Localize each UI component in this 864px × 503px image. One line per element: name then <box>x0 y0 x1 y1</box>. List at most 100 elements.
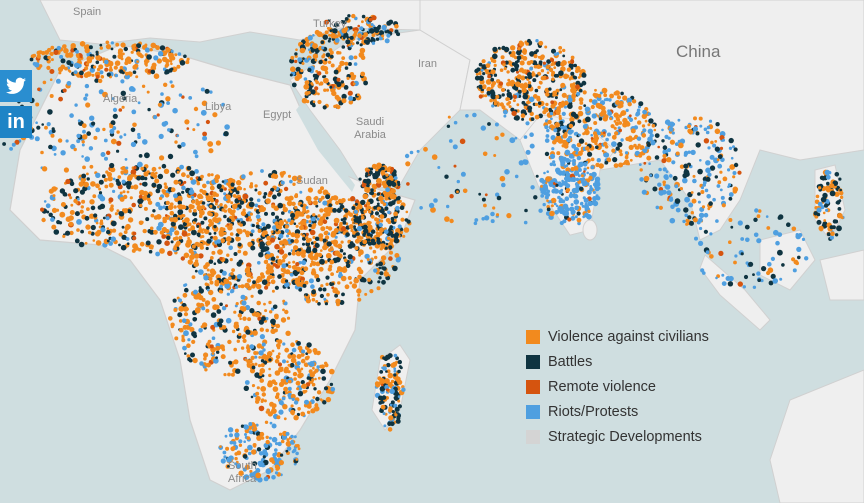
event-dot <box>384 191 389 197</box>
event-dot <box>578 97 584 103</box>
event-dot <box>291 354 297 359</box>
event-dot <box>557 138 564 144</box>
event-dot <box>760 279 764 283</box>
event-dot <box>493 73 498 77</box>
event-dot <box>274 448 278 452</box>
event-dot <box>184 217 190 224</box>
event-dot <box>289 219 295 224</box>
event-dot <box>140 166 145 171</box>
legend-item[interactable]: Remote violence <box>526 374 709 399</box>
event-dot <box>296 281 302 287</box>
event-dot <box>560 61 565 67</box>
event-dot <box>838 199 842 203</box>
event-dot <box>579 88 583 93</box>
event-dot <box>628 135 633 140</box>
event-dot <box>544 125 549 130</box>
event-dot <box>376 192 381 196</box>
event-dot <box>182 345 187 351</box>
event-dot <box>552 163 557 167</box>
event-dot <box>283 368 289 374</box>
event-dot <box>118 243 121 247</box>
event-dot <box>205 303 209 307</box>
event-dot <box>595 187 600 191</box>
event-dot <box>657 182 662 187</box>
event-dot <box>186 343 191 349</box>
event-dot <box>562 156 567 162</box>
event-dot <box>56 220 61 225</box>
event-dot <box>122 96 127 101</box>
legend-item[interactable]: Violence against civilians <box>526 324 709 349</box>
event-dot <box>173 205 177 209</box>
event-dot <box>93 213 98 218</box>
event-dot <box>41 51 46 56</box>
event-dot <box>324 70 329 75</box>
legend-item[interactable]: Battles <box>526 349 709 374</box>
event-dot <box>665 184 671 190</box>
event-dot <box>95 221 99 225</box>
event-dot <box>208 276 213 281</box>
event-dot <box>389 238 395 243</box>
event-dot <box>193 106 199 112</box>
event-dot <box>297 175 302 180</box>
event-dot <box>70 203 74 207</box>
event-dot <box>595 145 599 150</box>
event-dot <box>705 130 710 135</box>
event-dot <box>290 55 295 60</box>
linkedin-share-button[interactable]: in <box>0 106 32 138</box>
twitter-icon <box>6 77 26 94</box>
event-dot <box>320 368 326 375</box>
legend-item[interactable]: Strategic Developments <box>526 424 709 449</box>
event-dot <box>330 247 334 251</box>
event-dot <box>290 232 296 238</box>
event-dot <box>277 339 283 344</box>
event-dot <box>570 58 574 63</box>
event-dot <box>192 211 198 217</box>
event-dots <box>1 13 845 483</box>
event-dot <box>329 368 335 375</box>
event-dot <box>183 54 187 59</box>
event-dot <box>283 386 289 392</box>
event-dot <box>510 82 514 87</box>
event-dot <box>221 180 225 183</box>
event-dot <box>555 61 561 67</box>
event-dot <box>219 203 223 207</box>
event-dot <box>108 182 114 188</box>
event-dot <box>768 280 774 286</box>
event-dot <box>190 179 197 185</box>
event-dot <box>227 208 233 214</box>
event-dot <box>275 229 279 232</box>
event-dot <box>529 66 533 71</box>
event-dot <box>120 170 124 174</box>
event-dot <box>520 109 527 115</box>
event-dot <box>214 178 219 184</box>
event-dot <box>757 209 762 213</box>
event-dot <box>406 182 410 186</box>
twitter-share-button[interactable] <box>0 70 32 102</box>
event-dot <box>170 240 174 244</box>
event-dot <box>600 135 604 138</box>
event-dot <box>380 200 384 204</box>
event-dot <box>377 24 381 28</box>
event-dot <box>304 80 310 85</box>
event-dot <box>584 204 589 210</box>
event-dot <box>255 224 260 229</box>
legend-item[interactable]: Riots/Protests <box>526 399 709 424</box>
event-dot <box>314 273 320 279</box>
event-dot <box>224 283 231 289</box>
event-dot <box>385 276 389 280</box>
event-dot <box>164 69 170 75</box>
event-dot <box>345 263 351 269</box>
event-dot <box>156 225 162 231</box>
event-dot <box>215 193 220 198</box>
event-dot <box>205 119 210 125</box>
event-dot <box>386 362 391 368</box>
event-dot <box>555 204 559 208</box>
event-dot <box>236 274 243 280</box>
event-dot <box>664 175 669 180</box>
event-dot <box>330 88 335 93</box>
event-dot <box>323 88 327 92</box>
event-dot <box>184 119 190 125</box>
event-dot <box>546 128 550 133</box>
event-dot <box>766 226 771 230</box>
